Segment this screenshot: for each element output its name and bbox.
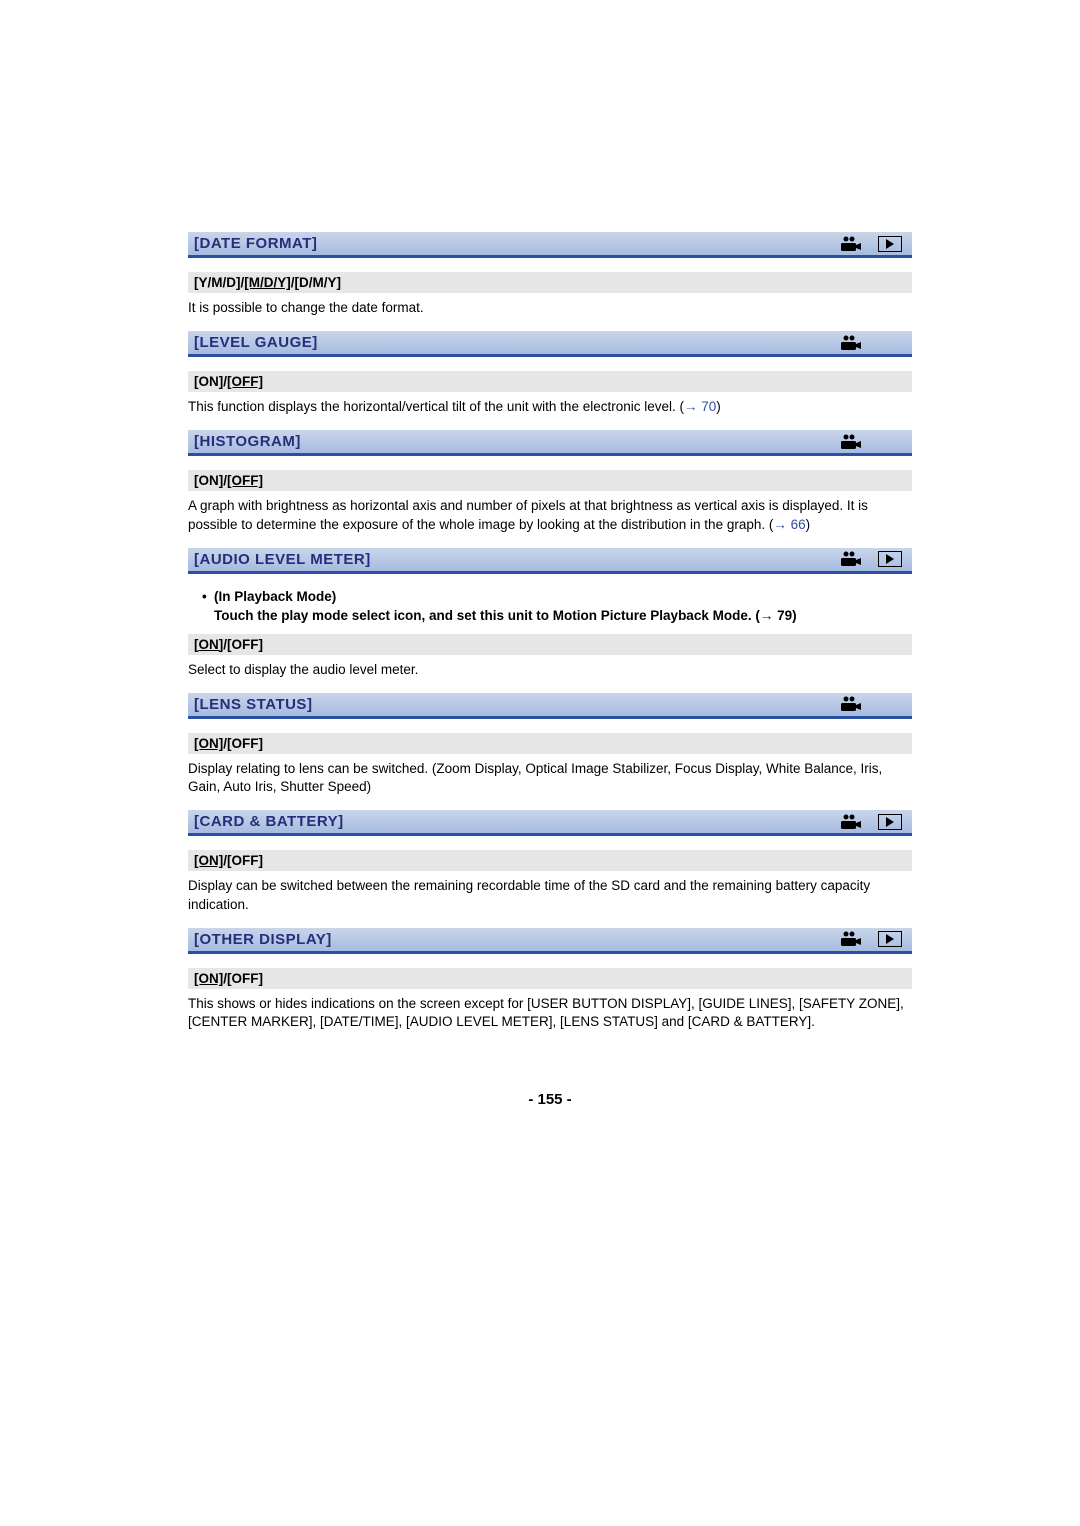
- section-title: [AUDIO LEVEL METER]: [194, 551, 840, 568]
- page-ref[interactable]: 66: [791, 517, 806, 532]
- options-row: [ON]/[OFF]: [188, 371, 912, 392]
- section-header-card-battery: [CARD & BATTERY]: [188, 810, 912, 836]
- camera-icon: [840, 434, 862, 450]
- section-title: [CARD & BATTERY]: [194, 813, 840, 830]
- description: A graph with brightness as horizontal ax…: [188, 497, 912, 533]
- bullet-title-text: In Playback Mode): [219, 589, 337, 604]
- mode-icons: [840, 814, 912, 830]
- options-row: [ON]/[OFF]: [188, 733, 912, 754]
- page-ref[interactable]: 70: [701, 399, 716, 414]
- description: Select to display the audio level meter.: [188, 661, 912, 679]
- bullet-sub-text: ): [792, 608, 797, 623]
- camera-icon: [840, 931, 862, 947]
- options-row: [ON]/[OFF]: [188, 850, 912, 871]
- section-header-lens-status: [LENS STATUS]: [188, 693, 912, 719]
- playback-icon: [878, 551, 902, 567]
- desc-text: This function displays the horizontal/ve…: [188, 399, 684, 414]
- playback-icon: [878, 236, 902, 252]
- section-header-histogram: [HISTOGRAM]: [188, 430, 912, 456]
- instruction-block: • (In Playback Mode) Touch the play mode…: [188, 588, 912, 626]
- section-header-other-display: [OTHER DISPLAY]: [188, 928, 912, 954]
- section-title: [LEVEL GAUGE]: [194, 334, 840, 351]
- bullet-sub: Touch the play mode select icon, and set…: [202, 607, 912, 626]
- desc-text: A graph with brightness as horizontal ax…: [188, 498, 868, 531]
- playback-icon: [878, 931, 902, 947]
- mode-icons: [840, 236, 912, 252]
- camera-icon: [840, 814, 862, 830]
- options-row: [ON]/[OFF]: [188, 470, 912, 491]
- description: It is possible to change the date format…: [188, 299, 912, 317]
- options-row: [Y/M/D]/[M/D/Y]/[D/M/Y]: [188, 272, 912, 293]
- description: This function displays the horizontal/ve…: [188, 398, 912, 416]
- description: Display can be switched between the rema…: [188, 877, 912, 913]
- desc-text: ): [806, 517, 811, 532]
- section-title: [LENS STATUS]: [194, 696, 840, 713]
- arrow-icon: →: [684, 399, 701, 414]
- playback-icon: [878, 814, 902, 830]
- camera-icon: [840, 335, 862, 351]
- section-header-date-format: [DATE FORMAT]: [188, 232, 912, 258]
- bullet-title: (In Playback Mode): [214, 588, 912, 607]
- description: Display relating to lens can be switched…: [188, 760, 912, 796]
- desc-text: ): [716, 399, 721, 414]
- section-header-audio-level-meter: [AUDIO LEVEL METER]: [188, 548, 912, 574]
- section-title: [HISTOGRAM]: [194, 433, 840, 450]
- mode-icons: [840, 551, 912, 567]
- camera-icon: [840, 236, 862, 252]
- manual-page: [DATE FORMAT] [Y/M/D]/[M/D/Y]/[D/M/Y] It…: [0, 0, 1080, 1108]
- mode-icons: [840, 931, 912, 947]
- section-title: [DATE FORMAT]: [194, 235, 840, 252]
- camera-icon: [840, 551, 862, 567]
- description: This shows or hides indications on the s…: [188, 995, 912, 1031]
- bullet-icon: •: [202, 588, 214, 607]
- options-row: [ON]/[OFF]: [188, 634, 912, 655]
- arrow-icon: →: [760, 608, 777, 623]
- mode-icons: [840, 335, 912, 351]
- mode-icons: [840, 434, 912, 450]
- arrow-icon: →: [773, 517, 790, 532]
- mode-icons: [840, 696, 912, 712]
- bullet-sub-text: Touch the play mode select icon, and set…: [214, 608, 760, 623]
- page-ref[interactable]: 79: [777, 608, 792, 623]
- options-row: [ON]/[OFF]: [188, 968, 912, 989]
- section-header-level-gauge: [LEVEL GAUGE]: [188, 331, 912, 357]
- page-number: - 155 -: [188, 1091, 912, 1108]
- camera-icon: [840, 696, 862, 712]
- section-title: [OTHER DISPLAY]: [194, 931, 840, 948]
